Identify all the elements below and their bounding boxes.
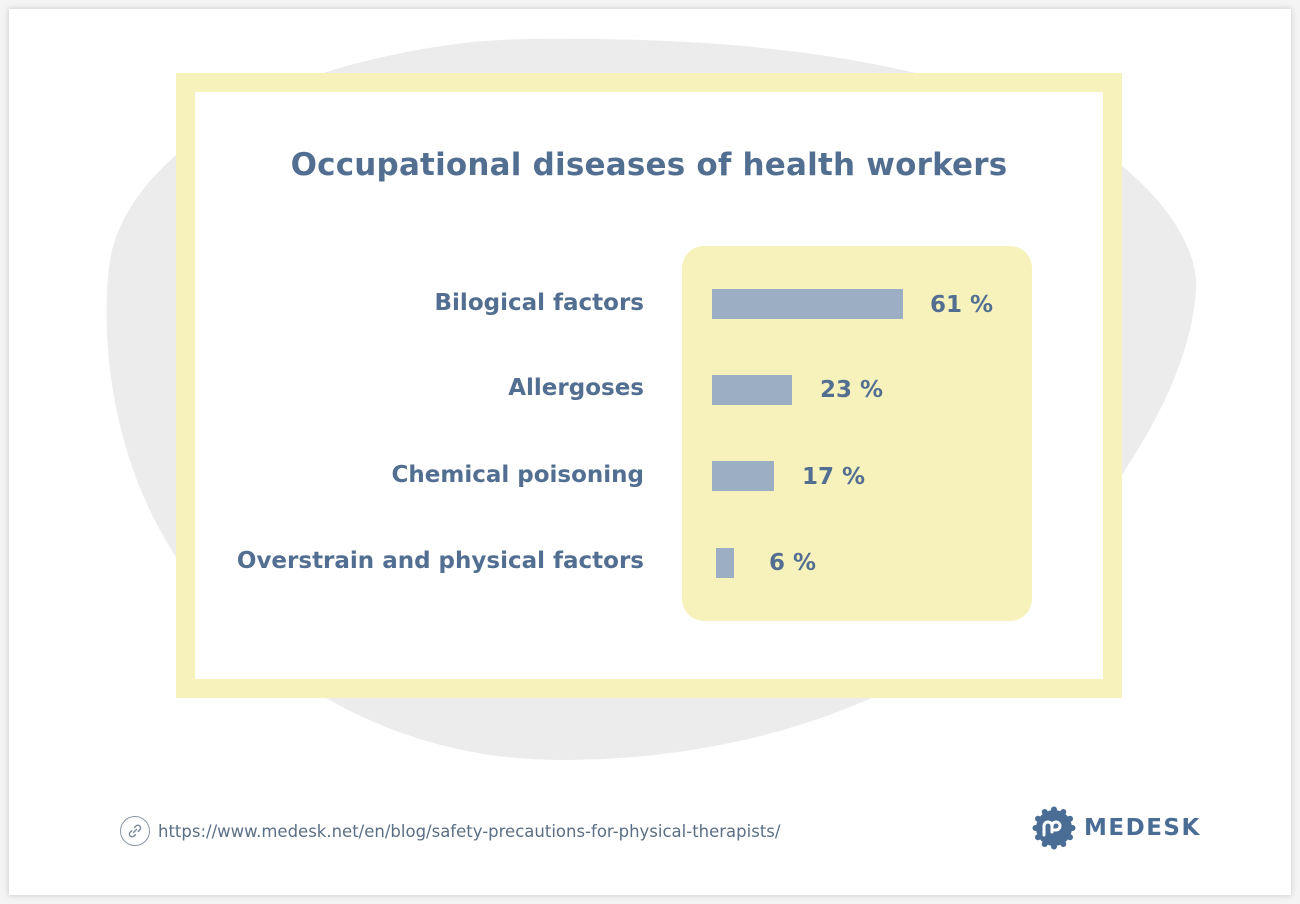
medesk-logo-icon xyxy=(1032,806,1076,850)
category-label-overstrain: Overstrain and physical factors xyxy=(236,548,644,574)
bar-chemical xyxy=(712,461,774,491)
brand-name: MEDESK xyxy=(1084,815,1201,841)
bar-allergoses xyxy=(712,375,792,405)
source-link[interactable]: https://www.medesk.net/en/blog/safety-pr… xyxy=(120,816,780,846)
chart-frame xyxy=(176,73,1122,698)
category-label-biological: Bilogical factors xyxy=(434,290,644,316)
brand-logo: MEDESK xyxy=(1032,806,1201,850)
category-label-allergoses: Allergoses xyxy=(508,375,644,401)
value-label-chemical: 17 % xyxy=(802,464,866,490)
chart-title: Occupational diseases of health workers xyxy=(290,147,1008,183)
value-label-overstrain: 6 % xyxy=(769,550,817,576)
category-label-chemical: Chemical poisoning xyxy=(391,462,644,488)
value-label-biological: 61 % xyxy=(930,292,994,318)
value-label-allergoses: 23 % xyxy=(820,377,884,403)
source-url[interactable]: https://www.medesk.net/en/blog/safety-pr… xyxy=(158,821,781,841)
bar-biological xyxy=(712,289,903,319)
link-icon xyxy=(120,816,150,846)
bar-overstrain xyxy=(716,548,734,578)
